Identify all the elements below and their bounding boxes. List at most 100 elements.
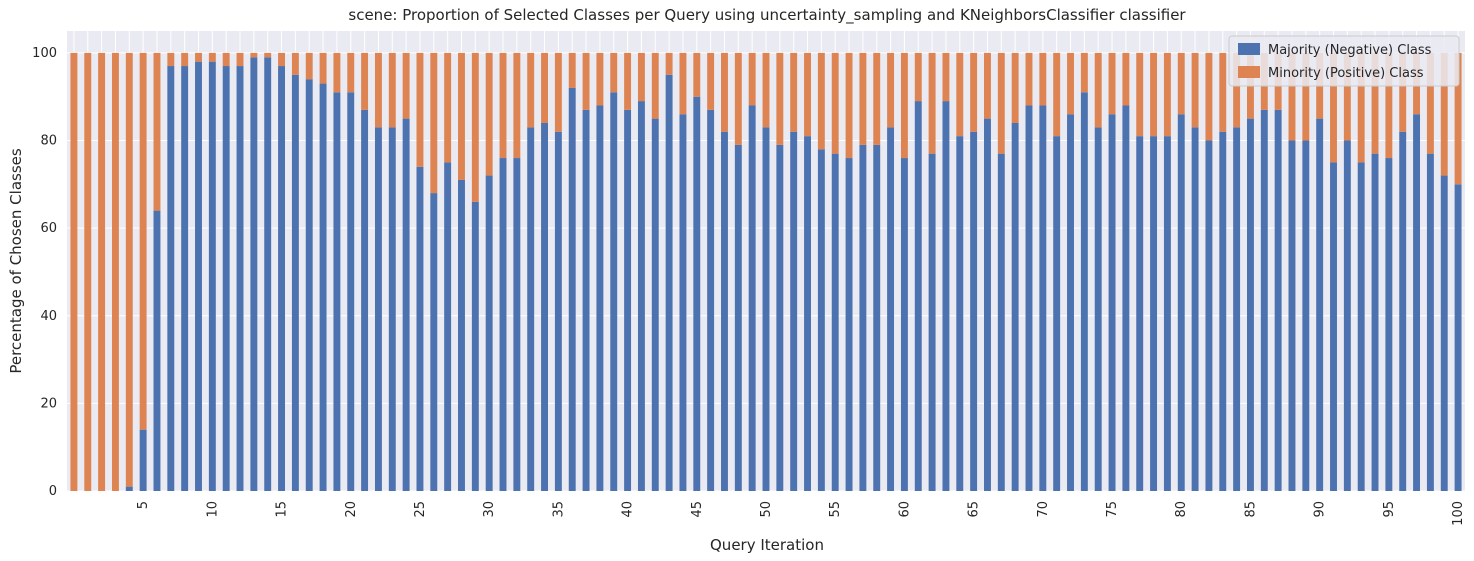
bar-minority [887, 52, 895, 128]
bar-majority [458, 179, 465, 491]
bar-majority [734, 144, 742, 491]
bar-minority [458, 52, 465, 180]
bar-minority [1454, 52, 1462, 185]
bar-minority [181, 52, 189, 67]
bar-minority [1094, 52, 1102, 128]
bar-minority [1177, 52, 1185, 115]
bar-minority [1371, 52, 1379, 154]
bar-majority [610, 92, 618, 491]
bar-majority [831, 153, 839, 491]
bar-majority [1025, 105, 1033, 491]
bar-minority [1108, 52, 1116, 115]
x-tick-label: 60 [897, 501, 912, 518]
legend: Majority (Negative) Class Minority (Posi… [1228, 35, 1460, 87]
bar-minority [679, 52, 687, 115]
bar-minority [541, 52, 548, 123]
legend-swatch-majority [1238, 43, 1260, 55]
x-tick-label: 50 [759, 501, 774, 518]
bar-majority [845, 158, 853, 492]
bar-majority [1177, 114, 1185, 491]
bar-minority [900, 52, 908, 159]
bar-minority [347, 52, 355, 93]
bar-majority [721, 131, 728, 491]
bar-minority [1067, 52, 1074, 115]
bar-majority [513, 158, 521, 492]
bar-majority [499, 158, 507, 492]
bar-minority [928, 52, 936, 154]
bar-majority [444, 162, 452, 491]
x-tick-label: 65 [967, 501, 982, 518]
bar-majority [541, 123, 548, 491]
x-tick-label: 45 [690, 501, 705, 518]
x-axis-label: Query Iteration [710, 536, 824, 554]
bar-majority [651, 118, 659, 491]
bar-minority [319, 52, 327, 84]
bar-minority [485, 52, 493, 176]
bar-majority [596, 105, 604, 491]
bar-majority [139, 429, 147, 491]
bar-majority [1080, 92, 1088, 491]
bar-majority [1094, 127, 1102, 491]
bar-majority [319, 83, 327, 492]
bar-majority [637, 101, 645, 491]
bar-majority [361, 109, 369, 491]
bar-minority [111, 52, 119, 492]
legend-label-minority: Minority (Positive) Class [1268, 66, 1424, 81]
bar-minority [582, 52, 590, 110]
bar-majority [970, 131, 978, 491]
bar-majority [416, 166, 424, 492]
bar-majority [859, 144, 867, 491]
bar-majority [997, 153, 1005, 491]
bar-majority [1399, 131, 1407, 491]
bar-minority [1399, 52, 1407, 132]
x-tick-label: 35 [551, 501, 566, 518]
bar-minority [167, 52, 175, 67]
bar-majority [1371, 153, 1379, 491]
bar-minority [250, 52, 258, 58]
bar-majority [582, 109, 590, 491]
bar-majority [817, 149, 825, 492]
x-tick-label: 25 [413, 501, 428, 518]
x-tick-label: 30 [482, 501, 497, 518]
bar-majority [485, 175, 493, 492]
bar-minority [1080, 52, 1088, 93]
x-tick-label: 40 [621, 501, 636, 518]
x-tick-label: 85 [1243, 501, 1258, 518]
bar-majority [527, 127, 535, 491]
bar-minority [70, 52, 78, 492]
x-tick-label: 55 [828, 501, 843, 518]
bar-majority [347, 92, 355, 491]
bar-minority [721, 52, 728, 132]
x-tick-label: 5 [136, 501, 151, 509]
bar-minority [305, 52, 313, 80]
bar-majority [928, 153, 936, 491]
bar-majority [1136, 136, 1144, 491]
bar-majority [1011, 123, 1019, 491]
bar-minority [84, 52, 92, 492]
bar-minority [568, 52, 576, 88]
bar-minority [1288, 52, 1296, 141]
bar-majority [568, 87, 576, 491]
bar-minority [790, 52, 798, 132]
bar-majority [430, 193, 438, 491]
bar-minority [624, 52, 632, 110]
bar-minority [1191, 52, 1199, 128]
bar-minority [278, 52, 286, 67]
bar-minority [1426, 52, 1434, 154]
x-tick-label: 70 [1036, 501, 1051, 518]
bar-majority [707, 109, 715, 491]
y-tick-label: 40 [40, 309, 57, 324]
bar-minority [776, 52, 784, 145]
bar-majority [1233, 127, 1241, 491]
bar-majority [554, 131, 562, 491]
bar-minority [388, 52, 396, 128]
chart-title: scene: Proportion of Selected Classes pe… [348, 6, 1186, 25]
bar-minority [513, 52, 521, 159]
bar-majority [873, 144, 881, 491]
bar-minority [596, 52, 604, 106]
bar-majority [1426, 153, 1434, 491]
bar-minority [499, 52, 507, 159]
bar-majority [236, 66, 244, 492]
bar-minority [707, 52, 715, 110]
legend-box [1228, 35, 1460, 87]
